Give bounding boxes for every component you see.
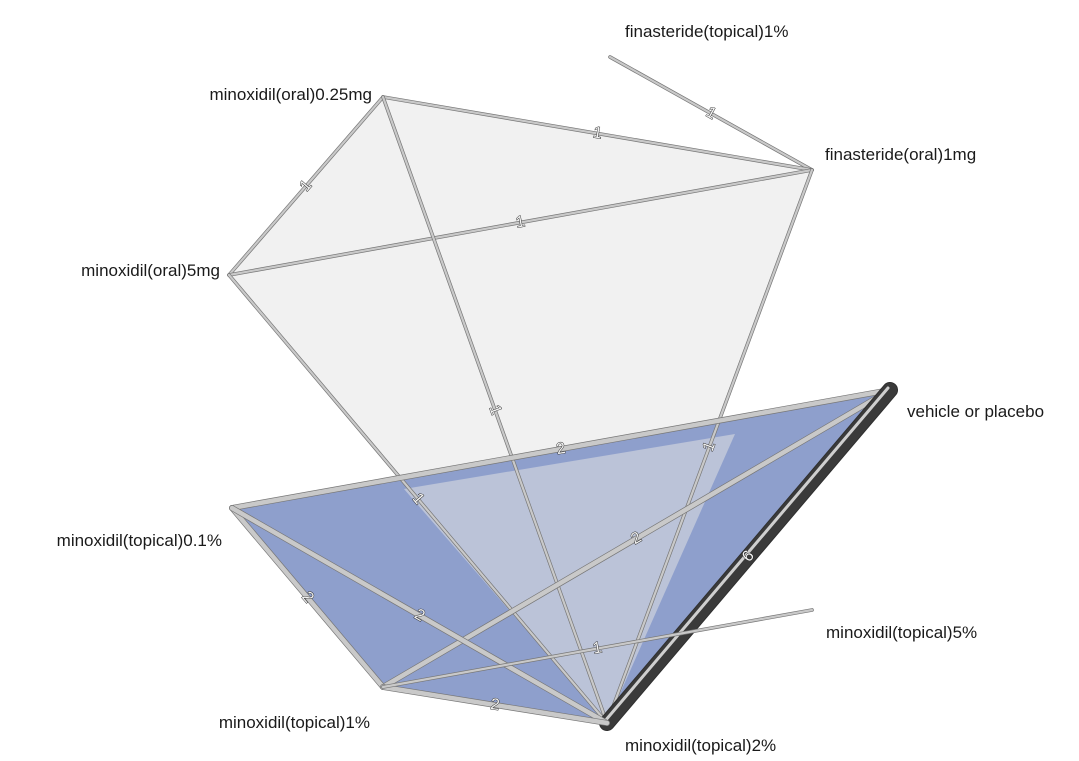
node-label-min_oral025: minoxidil(oral)0.25mg	[209, 85, 372, 104]
edge-min_top1-placebo	[380, 387, 893, 690]
node-label-fin_top: finasteride(topical)1%	[625, 22, 788, 41]
node-label-min_top2: minoxidil(topical)2%	[625, 736, 776, 755]
edge-min_oral025-min_top2	[381, 95, 609, 725]
treatment-labels: finasteride(topical)1% minoxidil(oral)0.2…	[57, 22, 1044, 755]
node-label-placebo: vehicle or placebo	[907, 402, 1044, 421]
edge-fin_oral-min_top2	[605, 168, 814, 725]
edge-min_top2-placebo-highlight	[603, 386, 890, 723]
edge-min_top01-min_top2	[229, 505, 610, 726]
node-label-fin_oral: finasteride(oral)1mg	[825, 145, 976, 164]
edge-min_oral5-fin_oral	[227, 168, 814, 277]
edge-count-label: 2	[555, 440, 567, 458]
region-oral-loop	[229, 97, 812, 723]
network-edges	[227, 55, 898, 731]
edge-count-label: 1	[703, 104, 719, 123]
edge-count-label: 1	[515, 213, 527, 231]
edge-fin_top-fin_oral	[608, 55, 814, 172]
node-label-min_top01: minoxidil(topical)0.1%	[57, 531, 222, 550]
edge-count-label: 1	[592, 639, 604, 657]
edge-count-label: 2	[489, 696, 501, 714]
edge-count-label: 1	[592, 124, 604, 142]
edge-min_top2-placebo	[600, 383, 897, 730]
node-label-min_top5: minoxidil(topical)5%	[826, 623, 977, 642]
edge-min_top1-min_top2	[380, 684, 610, 726]
node-label-min_oral5: minoxidil(oral)5mg	[81, 261, 220, 280]
edge-min_top01-min_top1	[229, 505, 386, 690]
edge-min_oral025-min_oral5	[227, 95, 385, 277]
edge-min_oral5-min_top2	[227, 273, 609, 725]
node-label-min_top1: minoxidil(topical)1%	[219, 713, 370, 732]
edge-min_top1-min_top5	[381, 608, 814, 689]
edge-min_top01-placebo	[229, 387, 893, 511]
edge-min_oral025-fin_oral	[381, 95, 814, 172]
